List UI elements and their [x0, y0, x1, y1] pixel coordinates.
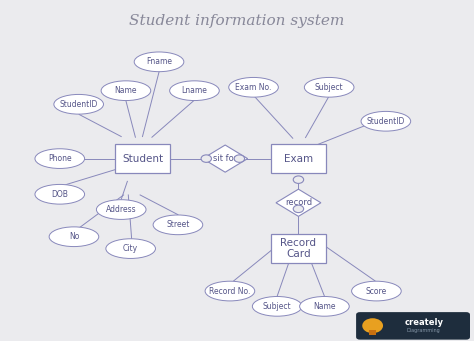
Polygon shape: [276, 189, 321, 216]
Circle shape: [362, 318, 383, 333]
Text: Name: Name: [115, 86, 137, 95]
Text: Diagramming: Diagramming: [407, 328, 440, 332]
Text: Student information system: Student information system: [129, 14, 345, 28]
Text: Exam No.: Exam No.: [236, 83, 272, 92]
Text: creately: creately: [404, 318, 443, 327]
Text: Name: Name: [313, 302, 336, 311]
Circle shape: [234, 155, 245, 162]
Ellipse shape: [35, 149, 84, 168]
FancyBboxPatch shape: [115, 144, 170, 173]
Ellipse shape: [49, 227, 99, 247]
Circle shape: [293, 176, 304, 183]
Text: City: City: [123, 244, 138, 253]
Ellipse shape: [170, 81, 219, 101]
Text: Exam: Exam: [284, 153, 313, 164]
Ellipse shape: [35, 184, 84, 204]
FancyBboxPatch shape: [369, 330, 376, 335]
Ellipse shape: [205, 281, 255, 301]
Text: Subject: Subject: [263, 302, 292, 311]
Text: Record
Card: Record Card: [281, 238, 317, 260]
Text: No: No: [69, 232, 79, 241]
FancyBboxPatch shape: [356, 312, 470, 340]
Text: Phone: Phone: [48, 154, 72, 163]
Ellipse shape: [361, 112, 410, 131]
Polygon shape: [203, 145, 247, 172]
Text: Lname: Lname: [182, 86, 208, 95]
Text: Address: Address: [106, 205, 137, 214]
Text: record: record: [285, 198, 312, 207]
Ellipse shape: [101, 81, 151, 101]
Ellipse shape: [352, 281, 401, 301]
FancyBboxPatch shape: [271, 234, 326, 263]
Ellipse shape: [300, 296, 349, 316]
Ellipse shape: [54, 94, 103, 114]
Text: Subject: Subject: [315, 83, 344, 92]
Ellipse shape: [153, 215, 203, 235]
Text: Street: Street: [166, 220, 190, 229]
Ellipse shape: [134, 52, 184, 72]
Text: Fname: Fname: [146, 57, 172, 66]
Text: Score: Score: [366, 286, 387, 296]
Ellipse shape: [304, 77, 354, 97]
Ellipse shape: [96, 200, 146, 219]
Text: Student: Student: [122, 153, 163, 164]
Ellipse shape: [229, 77, 278, 97]
Text: DOB: DOB: [51, 190, 68, 199]
FancyBboxPatch shape: [271, 144, 326, 173]
Circle shape: [201, 155, 211, 162]
Circle shape: [293, 205, 304, 212]
Text: sit for: sit for: [213, 154, 237, 163]
Text: StudentID: StudentID: [60, 100, 98, 109]
Ellipse shape: [252, 296, 302, 316]
Ellipse shape: [106, 239, 155, 258]
Text: StudentID: StudentID: [367, 117, 405, 126]
Text: Record No.: Record No.: [209, 286, 251, 296]
